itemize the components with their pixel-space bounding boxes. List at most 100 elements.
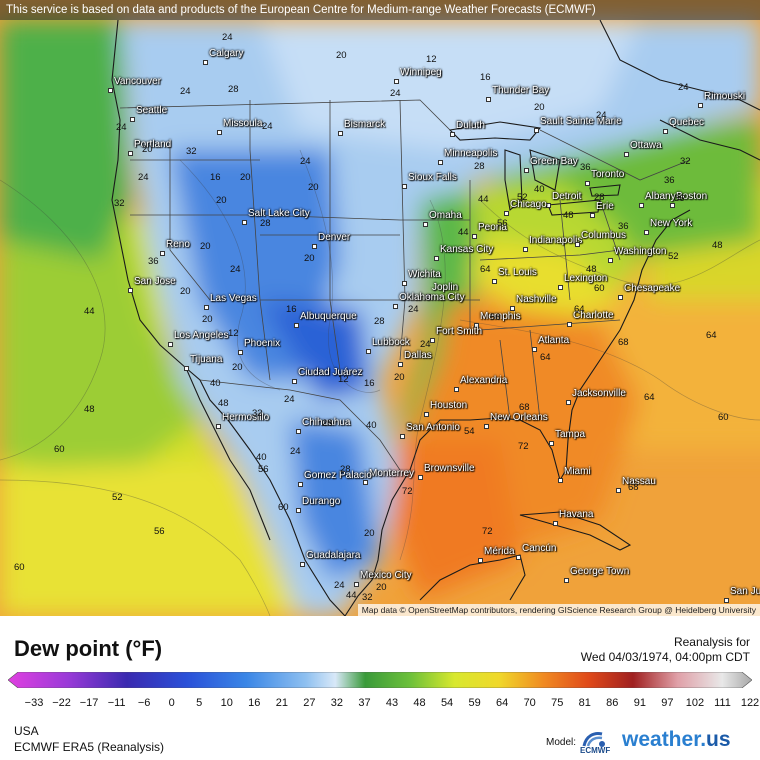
contour-label: 60 [594,283,605,294]
city-marker[interactable] [402,281,407,286]
city-marker[interactable] [663,129,668,134]
contour-label: 36 [580,162,591,173]
city-marker[interactable] [670,203,675,208]
city-marker[interactable] [238,350,243,355]
city-marker[interactable] [418,475,423,480]
city-marker[interactable] [474,323,479,328]
city-marker[interactable] [204,305,209,310]
contour-label: 68 [618,337,629,348]
city-marker[interactable] [184,366,189,371]
city-marker[interactable] [108,88,113,93]
city-label: Chicago [510,199,547,210]
city-marker[interactable] [516,555,521,560]
city-marker[interactable] [639,203,644,208]
city-marker[interactable] [644,230,649,235]
city-marker[interactable] [553,521,558,526]
weather-us-logo[interactable]: weather.us [622,728,731,751]
city-marker[interactable] [292,379,297,384]
city-marker[interactable] [698,103,703,108]
city-label: Hermosillo [222,412,270,423]
city-label: Portland [134,139,172,150]
city-marker[interactable] [366,349,371,354]
city-marker[interactable] [298,482,303,487]
city-marker[interactable] [430,338,435,343]
city-marker[interactable] [564,578,569,583]
city-marker[interactable] [242,220,247,225]
city-marker[interactable] [454,387,459,392]
city-marker[interactable] [402,184,407,189]
city-marker[interactable] [423,222,428,227]
city-marker[interactable] [484,424,489,429]
city-label: Boston [676,191,708,202]
city-label: Duluth [456,120,485,131]
city-marker[interactable] [558,285,563,290]
city-marker[interactable] [608,258,613,263]
city-marker[interactable] [393,304,398,309]
city-marker[interactable] [492,279,497,284]
city-marker[interactable] [478,558,483,563]
city-marker[interactable] [566,400,571,405]
city-marker[interactable] [616,488,621,493]
city-marker[interactable] [523,247,528,252]
city-marker[interactable] [128,151,133,156]
city-marker[interactable] [160,251,165,256]
city-marker[interactable] [585,181,590,186]
contour-label: 56 [154,526,165,537]
city-marker[interactable] [217,130,222,135]
city-marker[interactable] [434,256,439,261]
colorbar-tick: 70 [523,697,536,709]
map-credit[interactable]: Map data © OpenStreetMap contributors, r… [357,604,760,616]
city-marker[interactable] [424,412,429,417]
city-marker[interactable] [294,323,299,328]
city-marker[interactable] [426,294,431,299]
city-marker[interactable] [354,582,359,587]
city-marker[interactable] [296,508,301,513]
colorbar-tick: 59 [468,697,481,709]
city-marker[interactable] [567,322,572,327]
city-marker[interactable] [128,288,133,293]
city-marker[interactable] [590,213,595,218]
city-marker[interactable] [438,160,443,165]
city-marker[interactable] [203,60,208,65]
city-marker[interactable] [168,342,173,347]
city-marker[interactable] [575,242,580,247]
city-marker[interactable] [486,97,491,102]
contour-label: 64 [480,264,491,275]
city-marker[interactable] [312,244,317,249]
city-marker[interactable] [534,128,539,133]
contour-label: 68 [519,402,530,413]
city-marker[interactable] [524,168,529,173]
city-marker[interactable] [398,362,403,367]
city-marker[interactable] [532,347,537,352]
contour-label: 60 [718,412,729,423]
weather-map[interactable]: This service is based on data and produc… [0,0,760,616]
city-marker[interactable] [400,434,405,439]
contour-label: 44 [478,194,489,205]
city-label: Vancouver [114,76,162,87]
city-marker[interactable] [130,117,135,122]
city-marker[interactable] [450,132,455,137]
city-marker[interactable] [216,424,221,429]
city-marker[interactable] [624,152,629,157]
city-label: Thunder Bay [492,85,550,96]
city-label: Guadalajara [306,550,361,561]
city-marker[interactable] [472,234,477,239]
city-marker[interactable] [549,441,554,446]
city-marker[interactable] [504,211,509,216]
city-label: Joplin [432,282,459,293]
city-marker[interactable] [296,429,301,434]
city-marker[interactable] [546,203,551,208]
city-marker[interactable] [394,79,399,84]
city-marker[interactable] [558,478,563,483]
city-marker[interactable] [300,562,305,567]
contour-label: 56 [497,218,508,229]
contour-label: 28 [374,316,385,327]
city-marker[interactable] [363,480,368,485]
contour-label: 16 [286,304,297,315]
city-marker[interactable] [338,131,343,136]
city-marker[interactable] [618,295,623,300]
colorbar-tick: 16 [248,697,261,709]
city-marker[interactable] [724,598,729,603]
city-marker[interactable] [510,306,515,311]
contour-label: 20 [308,182,319,193]
